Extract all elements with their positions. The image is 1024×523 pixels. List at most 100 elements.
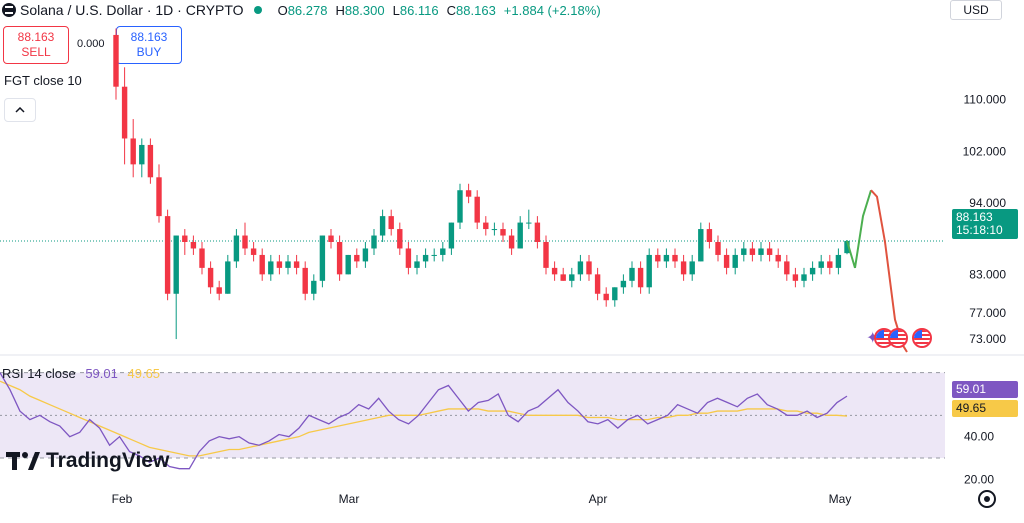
candle[interactable] xyxy=(792,267,799,288)
buy-button[interactable]: 88.163 BUY xyxy=(116,26,182,64)
candle[interactable] xyxy=(835,248,842,275)
candle[interactable] xyxy=(749,242,756,262)
chart-settings-icon[interactable] xyxy=(978,490,996,508)
candle[interactable] xyxy=(199,242,205,275)
candle[interactable] xyxy=(397,222,403,255)
candle[interactable] xyxy=(113,28,119,100)
us-flag-event-icon[interactable] xyxy=(888,328,908,348)
candle[interactable] xyxy=(594,267,601,301)
candle[interactable] xyxy=(775,248,781,268)
candle[interactable] xyxy=(422,248,429,268)
candle[interactable] xyxy=(569,267,575,288)
candle[interactable] xyxy=(491,222,498,236)
candle[interactable] xyxy=(431,248,437,262)
candle[interactable] xyxy=(414,254,420,275)
candle[interactable] xyxy=(723,248,730,275)
candle[interactable] xyxy=(156,164,162,223)
candle[interactable] xyxy=(706,222,713,249)
rsi-legend[interactable]: RSI 14 close 59.01 49.65 xyxy=(2,366,166,381)
candle[interactable] xyxy=(465,183,472,204)
candle[interactable] xyxy=(336,235,343,281)
candle[interactable] xyxy=(646,248,652,294)
candle[interactable] xyxy=(766,242,773,262)
candle[interactable] xyxy=(164,209,171,301)
candle[interactable] xyxy=(242,222,248,255)
candle[interactable] xyxy=(311,274,317,301)
candle[interactable] xyxy=(534,216,541,249)
sell-button[interactable]: 88.163 SELL xyxy=(3,26,69,64)
candle[interactable] xyxy=(190,235,197,255)
candle[interactable] xyxy=(543,235,549,275)
indicator-label[interactable]: FGT close 10 xyxy=(4,73,82,88)
candle[interactable] xyxy=(551,261,558,281)
candle[interactable] xyxy=(362,242,369,268)
candle[interactable] xyxy=(741,242,747,262)
candle[interactable] xyxy=(715,235,721,262)
candle[interactable] xyxy=(388,209,394,236)
symbol-title[interactable]: Solana / U.S. Dollar · 1D · CRYPTO xyxy=(20,2,244,18)
candle[interactable] xyxy=(354,248,360,268)
candle[interactable] xyxy=(732,248,738,275)
candle[interactable] xyxy=(655,248,661,268)
candle[interactable] xyxy=(285,254,291,275)
candle[interactable] xyxy=(302,261,308,301)
currency-button[interactable]: USD xyxy=(950,0,1002,20)
candle[interactable] xyxy=(474,190,480,230)
candle[interactable] xyxy=(207,261,214,294)
candle[interactable] xyxy=(612,287,618,307)
close-label: C xyxy=(446,2,457,18)
candle[interactable] xyxy=(233,229,240,268)
candle[interactable] xyxy=(259,248,265,281)
candle[interactable] xyxy=(801,267,807,288)
candle[interactable] xyxy=(698,222,704,262)
candle[interactable] xyxy=(440,242,446,262)
candle[interactable] xyxy=(457,183,463,230)
candle[interactable] xyxy=(139,138,145,178)
tradingview-logo[interactable]: TradingView xyxy=(6,449,169,473)
candle[interactable] xyxy=(250,242,257,262)
candle[interactable] xyxy=(147,138,154,184)
open-label: O xyxy=(277,2,288,18)
candle[interactable] xyxy=(784,254,790,281)
candle[interactable] xyxy=(672,248,678,268)
candle[interactable] xyxy=(680,254,687,281)
candle[interactable] xyxy=(216,280,222,301)
candle[interactable] xyxy=(328,229,334,249)
candle[interactable] xyxy=(809,261,816,281)
candle[interactable] xyxy=(276,254,283,275)
candle[interactable] xyxy=(483,216,489,236)
candle[interactable] xyxy=(319,235,326,288)
candle[interactable] xyxy=(268,254,274,281)
candle[interactable] xyxy=(620,274,627,294)
candle[interactable] xyxy=(629,261,635,288)
candle[interactable] xyxy=(818,254,824,275)
candle[interactable] xyxy=(603,287,609,307)
candle[interactable] xyxy=(526,209,532,230)
candle[interactable] xyxy=(827,254,833,275)
candle[interactable] xyxy=(500,222,506,242)
candle[interactable] xyxy=(637,261,644,294)
candle[interactable] xyxy=(130,119,136,178)
candle[interactable] xyxy=(182,229,188,255)
candle[interactable] xyxy=(577,254,584,281)
candle[interactable] xyxy=(371,229,377,255)
candle[interactable] xyxy=(121,67,128,165)
candle[interactable] xyxy=(560,267,566,281)
candle[interactable] xyxy=(345,254,351,275)
collapse-button[interactable] xyxy=(4,98,36,122)
candle[interactable] xyxy=(293,254,300,275)
candle[interactable] xyxy=(225,254,231,294)
candle[interactable] xyxy=(405,242,412,275)
candle[interactable] xyxy=(173,235,179,340)
candle[interactable] xyxy=(379,209,386,242)
candle[interactable] xyxy=(689,254,695,281)
us-flag-event-icon[interactable] xyxy=(912,328,932,348)
candle[interactable] xyxy=(663,248,670,268)
candle[interactable] xyxy=(586,254,592,281)
candle[interactable] xyxy=(448,222,455,255)
rsi-ma-value-tag: 49.65 xyxy=(952,400,1018,417)
candle[interactable] xyxy=(508,229,515,255)
candle[interactable] xyxy=(758,242,764,262)
candle[interactable] xyxy=(517,216,523,249)
